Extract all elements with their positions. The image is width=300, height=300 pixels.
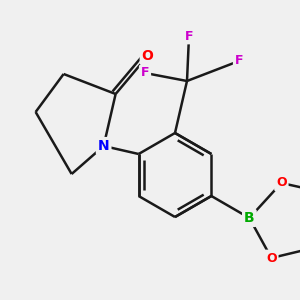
Text: O: O xyxy=(266,251,277,265)
Text: N: N xyxy=(98,139,109,153)
Text: O: O xyxy=(142,49,154,63)
Text: O: O xyxy=(276,176,287,190)
Text: F: F xyxy=(185,29,193,43)
Text: F: F xyxy=(141,67,149,80)
Text: F: F xyxy=(235,55,243,68)
Text: B: B xyxy=(244,211,255,225)
